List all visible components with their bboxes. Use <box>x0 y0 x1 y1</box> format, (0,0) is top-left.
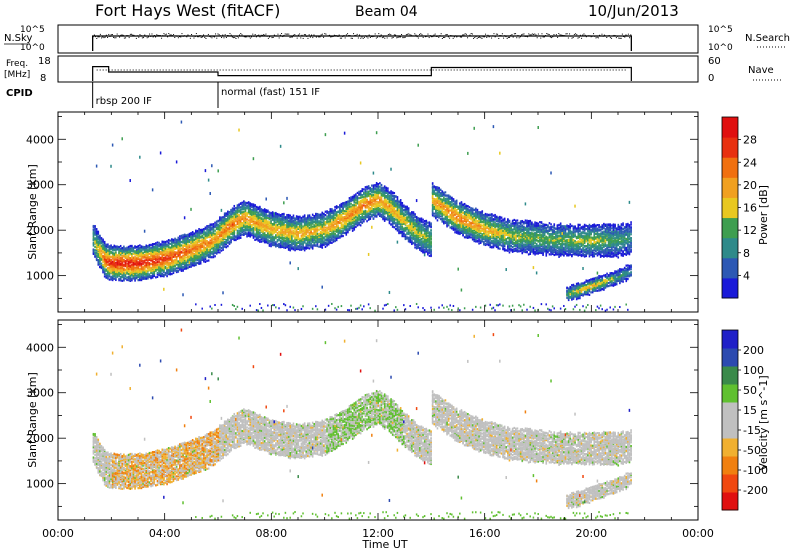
colorbar-segment <box>722 218 738 239</box>
colorbar-tick-label: 24 <box>743 156 757 169</box>
colorbar-segment <box>722 366 738 385</box>
x-tick-label: 20:00 <box>575 527 607 540</box>
y-tick-label: 4000 <box>26 133 54 146</box>
freq-tick-top: 18 <box>38 56 51 67</box>
power-colorbar-label: Power [dB] <box>757 185 770 245</box>
colorbar-tick-label: 16 <box>743 202 757 215</box>
x-tick-label: 00:00 <box>42 527 74 540</box>
cpid-label: CPID <box>6 88 33 99</box>
station-title: Fort Hays West (fitACF) <box>95 1 280 20</box>
x-tick-label: 00:00 <box>682 527 714 540</box>
nsky-tick-top: 10^5 <box>20 25 45 35</box>
colorbar-segment <box>722 137 738 158</box>
colorbar-tick-label: 20 <box>743 179 757 192</box>
cpid-panel: CPID rbsp 200 IF normal (fast) 151 IF <box>6 82 320 108</box>
colorbar-segment <box>722 438 738 457</box>
colorbar-tick-label: 15 <box>743 404 757 417</box>
colorbar-tick-label: -200 <box>743 484 768 497</box>
colorbar-tick-label: 200 <box>743 344 764 357</box>
nsearch-tick-bottom: 10^0 <box>708 43 733 53</box>
colorbar-segment <box>722 456 738 475</box>
x-tick-label: 04:00 <box>149 527 181 540</box>
colorbar-segment <box>722 177 738 198</box>
colorbar-tick-label: 50 <box>743 384 757 397</box>
cpid-marks: rbsp 200 IF normal (fast) 151 IF <box>93 82 321 108</box>
cpid-mode-label: normal (fast) 151 IF <box>221 87 320 98</box>
colorbar-segment <box>722 197 738 218</box>
colorbar-segment <box>722 258 738 279</box>
noise-panel: N.Sky 10^5 10^0 10^5 10^0 N.Search <box>4 25 790 53</box>
colorbar-segment <box>722 238 738 259</box>
colorbar-tick-label: 4 <box>743 269 750 282</box>
freq-trace <box>93 67 632 81</box>
x-tick-label: 08:00 <box>255 527 287 540</box>
colorbar-segment <box>722 117 738 138</box>
colorbar-segment <box>722 420 738 439</box>
colorbar-segment <box>722 278 738 299</box>
y-tick-label: 1000 <box>26 478 54 491</box>
nave-tick-bottom: 0 <box>708 73 714 84</box>
date-title: 10/Jun/2013 <box>588 2 679 20</box>
velocity-colorbar-label: Velocity [m s^-1] <box>757 375 770 470</box>
colorbar-tick-label: 100 <box>743 364 764 377</box>
nsky-tick-bottom: 10^0 <box>20 43 45 53</box>
frequency-panel: Freq. [MHz] 18 8 60 0 Nave <box>4 56 781 84</box>
colorbar-segment <box>722 384 738 403</box>
freq-label: Freq. <box>6 59 28 69</box>
nsearch-tick-top: 10^5 <box>708 25 733 35</box>
colorbar-segment <box>722 402 738 421</box>
noise-trace <box>93 33 632 51</box>
nsearch-label: N.Search <box>745 33 790 44</box>
colorbar-tick-label: 8 <box>743 247 750 260</box>
power-colorbar: 4 8 12 16 20 24 28 <box>722 117 757 299</box>
colorbar-tick-label: 28 <box>743 134 757 147</box>
y-tick-label: 1000 <box>26 270 54 283</box>
time-xlabel: Time UT <box>361 538 407 551</box>
colorbar-tick-label: 12 <box>743 224 757 237</box>
freq-unit-label: [MHz] <box>4 70 30 80</box>
freq-tick-bottom: 8 <box>40 73 46 84</box>
power-ylabel: Slant Range [km] <box>26 164 39 260</box>
power-heatmap <box>93 121 632 312</box>
velocity-ylabel: Slant Range [km] <box>26 372 39 468</box>
nave-tick-top: 60 <box>708 56 721 67</box>
cpid-mode-label: rbsp 200 IF <box>96 96 152 107</box>
beam-title: Beam 04 <box>355 4 418 20</box>
colorbar-segment <box>722 157 738 178</box>
colorbar-segment <box>722 474 738 493</box>
y-tick-label: 4000 <box>26 341 54 354</box>
x-tick-label: 16:00 <box>469 527 501 540</box>
nave-label: Nave <box>748 65 774 76</box>
colorbar-segment <box>722 330 738 349</box>
colorbar-segment <box>722 492 738 511</box>
colorbar-segment <box>722 348 738 367</box>
velocity-heatmap <box>93 329 632 520</box>
